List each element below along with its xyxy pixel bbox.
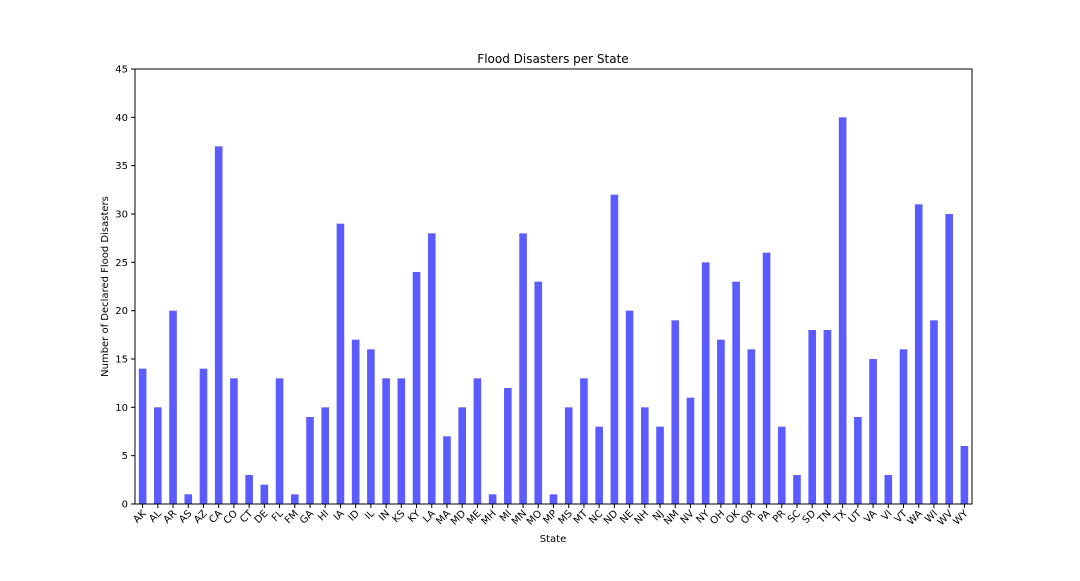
bar-mn xyxy=(519,233,527,505)
bar-nv xyxy=(686,397,695,504)
bar-nh xyxy=(641,407,649,504)
bar-wv xyxy=(945,214,953,504)
y-tick-label: 5 xyxy=(122,451,128,462)
x-tick-label: NH xyxy=(633,508,651,526)
y-axis-title: Number of Declared Flood Disasters xyxy=(100,196,111,377)
bar-mh xyxy=(488,494,497,504)
bar-nd xyxy=(610,194,619,504)
bar-pa xyxy=(762,252,771,504)
bar-as xyxy=(184,494,193,504)
bar-wi xyxy=(930,320,938,504)
x-tick-label: WY xyxy=(951,508,971,528)
bar-vi xyxy=(884,475,893,504)
bar-or xyxy=(747,349,756,504)
bar-ak xyxy=(138,368,147,504)
bar-sc xyxy=(793,475,801,504)
y-tick-label: 35 xyxy=(115,161,128,172)
x-tick-label: DE xyxy=(253,508,271,526)
y-axis-ticks: 0 5 10 15 20 25 30 35 40 45 xyxy=(115,65,135,511)
y-tick-label: 20 xyxy=(115,306,128,317)
x-tick-label: KS xyxy=(391,508,408,525)
x-tick-label: LA xyxy=(421,508,438,525)
bar-id xyxy=(351,339,360,504)
bar-tn xyxy=(823,330,832,504)
x-tick-label: AS xyxy=(177,508,194,525)
x-tick-label: IN xyxy=(377,508,392,523)
bar-la xyxy=(427,233,436,505)
bar-ok xyxy=(732,281,740,504)
bar-co xyxy=(230,378,238,504)
x-tick-label: PA xyxy=(756,508,773,525)
y-tick-label: 40 xyxy=(115,113,128,124)
bar-fm xyxy=(290,494,299,504)
x-tick-label: PR xyxy=(771,508,788,525)
bar-ia xyxy=(336,223,345,504)
bar-ut xyxy=(854,417,862,504)
bar-vt xyxy=(899,349,908,504)
bar-me xyxy=(473,378,482,504)
bar-mo xyxy=(534,281,543,504)
bar-fl xyxy=(275,378,284,504)
x-tick-label: KY xyxy=(406,508,423,525)
bar-nj xyxy=(656,426,664,504)
chart-title: Flood Disasters per State xyxy=(477,52,628,66)
bars-group xyxy=(138,117,969,505)
bar-va xyxy=(869,359,877,504)
bar-ca xyxy=(214,146,223,505)
x-tick-label: OR xyxy=(739,508,757,526)
bar-mt xyxy=(580,378,588,504)
bar-md xyxy=(458,407,466,504)
y-tick-label: 15 xyxy=(115,355,128,366)
bar-de xyxy=(260,484,269,504)
bar-hi xyxy=(321,407,330,504)
x-axis-title: State xyxy=(540,534,566,545)
x-tick-label: VA xyxy=(862,508,879,525)
x-tick-label: SC xyxy=(786,508,803,525)
bar-ks xyxy=(397,378,406,504)
bar-ky xyxy=(412,272,421,504)
bar-mp xyxy=(549,494,558,504)
bar-ms xyxy=(564,407,573,504)
bar-ct xyxy=(245,475,253,504)
x-tick-label: VI xyxy=(880,508,895,523)
bar-sd xyxy=(808,330,817,504)
bar-tx xyxy=(838,117,847,504)
x-tick-label: IL xyxy=(363,508,377,522)
plot-frame xyxy=(134,68,973,505)
x-tick-label: GA xyxy=(298,508,316,526)
bar-oh xyxy=(717,339,725,504)
x-tick-label: FL xyxy=(270,508,286,524)
bar-in xyxy=(382,378,390,504)
bar-ny xyxy=(701,262,710,504)
x-tick-label: HI xyxy=(316,508,331,523)
x-tick-label: IA xyxy=(332,508,347,523)
bar-ma xyxy=(443,436,451,504)
y-tick-label: 45 xyxy=(115,65,128,76)
bar-ar xyxy=(169,310,177,504)
bar-ne xyxy=(625,310,634,504)
y-tick-label: 30 xyxy=(115,210,128,221)
bar-il xyxy=(367,349,375,504)
bar-wa xyxy=(914,204,923,505)
bar-nm xyxy=(671,320,680,504)
bar-az xyxy=(199,368,208,504)
bar-mi xyxy=(504,388,512,504)
y-tick-label: 0 xyxy=(122,500,128,511)
x-tick-label: WA xyxy=(906,508,925,527)
bar-ga xyxy=(306,417,314,504)
y-tick-label: 10 xyxy=(115,403,128,414)
x-tick-label: AL xyxy=(147,508,164,525)
y-tick-label: 25 xyxy=(115,258,128,269)
x-tick-label: MH xyxy=(480,508,499,527)
bar-pr xyxy=(777,426,786,504)
bar-nc xyxy=(595,426,603,504)
x-tick-label: ID xyxy=(346,508,362,524)
bar-wy xyxy=(960,446,969,504)
bar-al xyxy=(154,407,162,504)
